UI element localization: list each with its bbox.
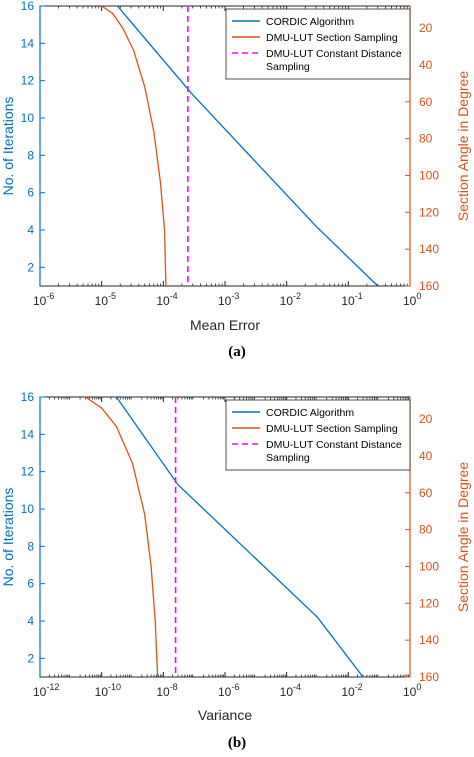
y-left-axis-label: No. of Iterations	[0, 488, 16, 587]
series-section-sampling-line	[85, 396, 159, 678]
x-tick-label: 10-8	[156, 682, 177, 699]
y-left-tick-label: 12	[21, 465, 35, 479]
y-left-tick-label: 14	[21, 427, 35, 441]
chart-panel-a: 10-6 10-5 10-4 10-3 10-2 10-1 100 2 4 6 8 10 12 14 16 2…	[0, 0, 471, 360]
legend-entry-label: DMU-LUT Section Sampling	[266, 423, 398, 435]
x-tick-label: 100	[403, 682, 421, 699]
y-right-tick-label: 20	[419, 21, 433, 35]
y-left-tick-label: 6	[27, 577, 34, 591]
legend-entry-label: DMU-LUT Constant Distance Sampling	[266, 48, 402, 73]
y-left-tick-label: 4	[27, 614, 34, 628]
y-right-tick-label: 100	[419, 168, 439, 182]
y-left-tick-label: 2	[27, 651, 34, 665]
x-tick-exponent: -5	[108, 291, 116, 301]
y-right-tick-label: 60	[419, 95, 433, 109]
x-tick-exponent: -10	[108, 682, 121, 692]
x-tick-exponent: -2	[355, 682, 363, 692]
x-tick-exponent: -3	[231, 291, 239, 301]
x-axis-label: Variance	[198, 707, 252, 723]
y-right-tick-label: 80	[419, 523, 433, 537]
legend-entry-label: CORDIC Algorithm	[266, 407, 354, 419]
y-right-tick-label: 120	[419, 205, 439, 219]
x-tick-exponent: -12	[46, 682, 59, 692]
y-right-axis-label: Section Angle in Degree	[455, 71, 471, 221]
x-tick-label: 10-4	[156, 291, 177, 308]
y-right-tick-label: 40	[419, 58, 433, 72]
x-tick-exponent: -4	[170, 291, 178, 301]
y-left-tick-label: 14	[21, 36, 35, 50]
chart-panel-b: 10-12 10-10 10-8 10-6 10-4 10-2 100 2 4 6 8 10 12 14 1…	[0, 390, 471, 751]
y-left-tick-label: 16	[21, 0, 35, 13]
y-right-axis-label: Section Angle in Degree	[455, 462, 471, 612]
series-cordic-line	[116, 5, 379, 287]
y-left-tick-label: 8	[27, 539, 34, 553]
x-tick-label: 10-1	[341, 291, 362, 308]
x-axis-label: Mean Error	[190, 317, 260, 333]
y-left-tick-label: 4	[27, 223, 34, 237]
series-cordic-line	[115, 396, 364, 678]
y-right-tick-label: 20	[419, 412, 433, 426]
y-left-tick-label: 6	[27, 186, 34, 200]
y-left-tick-label: 10	[21, 111, 35, 125]
y-right-tick-label: 160	[419, 279, 439, 293]
x-tick-exponent: -2	[293, 291, 301, 301]
x-tick-label: 10-12	[33, 682, 59, 699]
y-left-tick-label: 10	[21, 502, 35, 516]
x-tick-exponent: -1	[355, 291, 363, 301]
x-tick-exponent: -8	[170, 682, 178, 692]
y-right-tick-label: 60	[419, 486, 433, 500]
legend-entry-label: DMU-LUT Section Sampling	[266, 32, 398, 44]
x-tick-label: 10-6	[33, 291, 54, 308]
x-tick-exponent: 0	[416, 682, 421, 692]
x-tick-exponent: -4	[293, 682, 301, 692]
x-tick-label: 10-6	[218, 682, 239, 699]
x-tick-exponent: -6	[46, 291, 54, 301]
x-tick-label: 10-4	[280, 682, 301, 699]
y-left-tick-label: 16	[21, 390, 35, 404]
y-right-tick-label: 120	[419, 596, 439, 610]
figure-caption: (b)	[228, 735, 246, 751]
x-tick-label: 10-2	[341, 682, 362, 699]
y-right-tick-label: 140	[419, 242, 439, 256]
x-tick-exponent: -6	[231, 682, 239, 692]
y-right-tick-label: 40	[419, 449, 433, 463]
legend-entry-label: CORDIC Algorithm	[266, 16, 354, 28]
x-tick-exponent: 0	[416, 291, 421, 301]
y-right-tick-label: 100	[419, 559, 439, 573]
x-tick-label: 10-3	[218, 291, 239, 308]
y-right-tick-label: 160	[419, 670, 439, 684]
legend-entry-label: DMU-LUT Constant Distance Sampling	[266, 439, 402, 464]
x-tick-label: 10-10	[95, 682, 121, 699]
x-tick-label: 10-5	[95, 291, 116, 308]
y-right-tick-label: 80	[419, 132, 433, 146]
x-tick-label: 100	[403, 291, 421, 308]
figure-caption: (a)	[228, 344, 246, 360]
y-left-tick-label: 12	[21, 74, 35, 88]
series-section-sampling-line	[101, 5, 167, 287]
y-left-tick-label: 2	[27, 260, 34, 274]
y-left-tick-label: 8	[27, 148, 34, 162]
y-right-tick-label: 140	[419, 633, 439, 647]
x-tick-label: 10-2	[280, 291, 301, 308]
y-left-axis-label: No. of Iterations	[0, 97, 16, 196]
